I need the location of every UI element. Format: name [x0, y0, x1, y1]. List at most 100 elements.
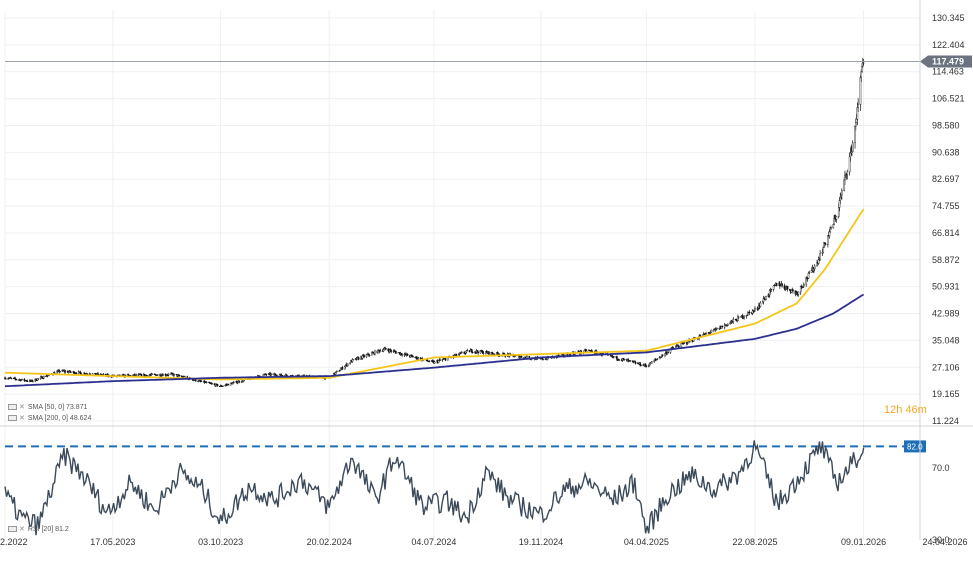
candle-body	[851, 142, 854, 152]
close-icon[interactable]: ✕	[19, 404, 25, 411]
candle-body	[855, 119, 858, 123]
x-tick-label: 09.01.2026	[841, 537, 886, 547]
candle-body	[10, 377, 13, 379]
close-icon[interactable]: ✕	[19, 526, 25, 533]
candle-body	[639, 362, 641, 366]
candle-body	[822, 247, 825, 253]
candle-body	[862, 62, 865, 64]
rsi-tick-label: 70.0	[932, 463, 950, 473]
candle-body	[70, 371, 72, 373]
candle-body	[838, 200, 841, 208]
legend-sma200[interactable]: ✕ SMA [200, 0] 48.624	[8, 414, 91, 423]
candle-body	[471, 349, 473, 353]
candle-body	[661, 354, 664, 356]
price-tick-label: 90.638	[932, 147, 960, 157]
candle-body	[390, 350, 393, 352]
candle-body	[162, 374, 165, 377]
candle-body	[205, 381, 208, 383]
x-tick-label: 17.05.2023	[90, 537, 135, 547]
candle-body	[270, 373, 273, 375]
candle-body	[785, 287, 787, 290]
candle-body	[363, 355, 365, 358]
candle-body	[721, 325, 724, 328]
legend-rsi[interactable]: ✕ RSI [20] 81.2	[8, 525, 69, 534]
candle-body	[792, 289, 794, 292]
candle-body	[786, 285, 789, 290]
candle-body	[710, 329, 713, 333]
candle-body	[32, 380, 34, 382]
candle-body	[857, 104, 859, 108]
legend-rsi-value: 81.2	[55, 526, 69, 533]
price-tick-label: 11.224	[932, 416, 959, 426]
settings-icon[interactable]	[8, 526, 17, 533]
candle-body	[824, 243, 827, 245]
axes: 130.345 122.404 114.463 106.521 98.580 90.638…	[0, 0, 973, 547]
price-tick-label: 50.931	[932, 282, 960, 292]
settings-icon[interactable]	[8, 415, 17, 422]
settings-icon[interactable]	[8, 404, 17, 411]
x-tick-label: 22.08.2025	[732, 537, 777, 547]
candle-body	[64, 371, 67, 373]
candle-body	[26, 380, 29, 382]
candle-body	[841, 190, 843, 196]
x-tick-label: 19.11.2024	[519, 537, 563, 547]
candle-body	[737, 316, 740, 318]
candle-body	[146, 374, 148, 377]
candle-body	[385, 347, 387, 350]
candle-body	[840, 194, 842, 198]
candle-body	[417, 357, 420, 359]
candle-body	[748, 312, 751, 314]
rsi-tick-label: 30.0	[932, 535, 950, 545]
candle-body	[466, 350, 469, 352]
candle-body	[849, 152, 852, 157]
candle-body	[837, 207, 840, 217]
candle-timer: 12h 46m	[884, 404, 927, 416]
price-tick-label: 114.463	[932, 67, 964, 77]
candle-body	[833, 218, 835, 225]
candle-body	[156, 374, 159, 376]
x-tick-label: 20.02.2024	[307, 537, 352, 547]
candle-body	[835, 216, 838, 220]
candle-body	[772, 285, 775, 290]
candle-body	[859, 77, 862, 105]
rsi-panel[interactable]: 82.0	[4, 440, 926, 536]
candle-body	[856, 107, 859, 120]
candle-body	[343, 366, 346, 370]
price-tick-label: 27.106	[932, 362, 960, 372]
price-tick-label: 74.755	[932, 201, 960, 211]
price-tick-label: 35.048	[932, 335, 960, 345]
candle-body	[737, 316, 739, 321]
candle-body	[357, 357, 360, 360]
candle-body	[832, 224, 835, 229]
candle-body	[664, 353, 666, 356]
series-sma-200-0-	[4, 293, 865, 388]
candle-body	[4, 378, 7, 380]
candle-body	[447, 357, 449, 361]
candle-body	[775, 283, 778, 286]
candle-body	[743, 316, 745, 318]
legend-sma50-value: 73.871	[66, 404, 88, 411]
price-tick-label: 98.580	[932, 120, 960, 130]
price-panel[interactable]: 117.479	[4, 55, 972, 388]
candle-body	[379, 350, 382, 352]
candle-body	[488, 351, 490, 355]
price-tick-label: 66.814	[932, 228, 960, 238]
candle-body	[830, 227, 832, 229]
candle-body	[75, 372, 78, 374]
close-icon[interactable]: ✕	[19, 415, 25, 422]
candle-body	[613, 356, 615, 358]
legend-sma50[interactable]: ✕ SMA [50, 0] 73.871	[8, 403, 87, 412]
candle-body	[493, 353, 496, 355]
candle-body	[140, 374, 143, 377]
candle-body	[813, 268, 815, 272]
candle-body	[843, 179, 845, 191]
candle-body	[15, 379, 18, 381]
candle-body	[232, 381, 235, 383]
candle-body	[634, 361, 637, 364]
candle-body	[444, 358, 447, 361]
candle-body	[227, 383, 230, 386]
candle-body	[439, 359, 441, 361]
candle-body	[844, 175, 846, 181]
candle-body	[520, 356, 523, 358]
candle-body	[433, 361, 436, 364]
